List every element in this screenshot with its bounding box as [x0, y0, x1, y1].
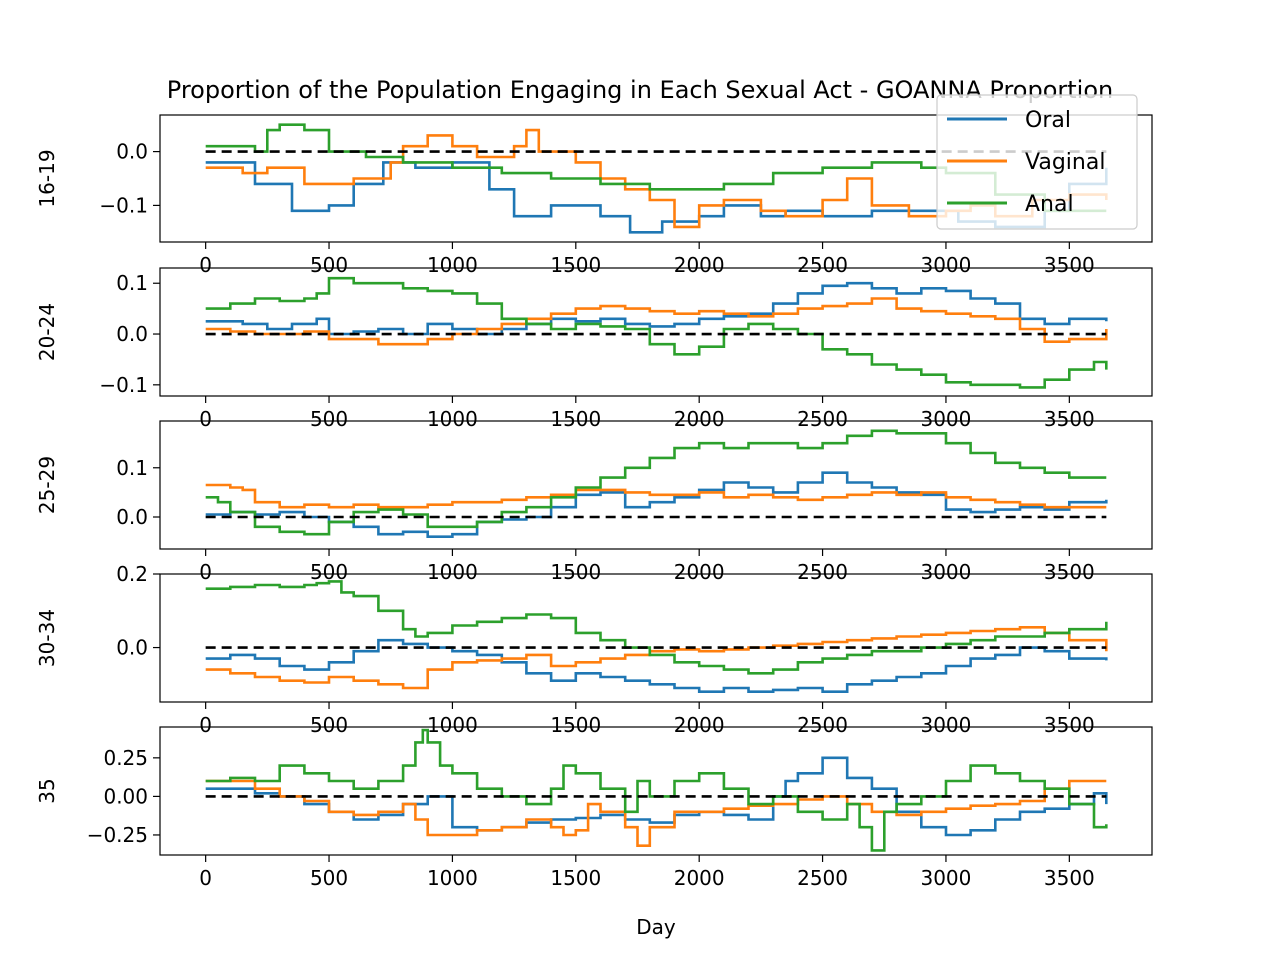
x-tick-label: 2500 [797, 407, 848, 431]
x-tick-label: 0 [199, 713, 212, 737]
subplot-20-24: 0 500 1000 1500 2000 2500 3000 3500 0.1 0.0 −0.1 20… [35, 267, 1153, 431]
x-tick-label: 500 [310, 407, 348, 431]
series-group [205, 276, 1108, 389]
x-axis-title: Day [636, 915, 676, 939]
y-tick-label: 0.2 [116, 562, 148, 586]
x-tick-label: 500 [310, 713, 348, 737]
legend-label-anal: Anal [1025, 192, 1074, 217]
y-tick-label: 0.0 [116, 505, 148, 529]
x-tick-label: 2000 [674, 866, 725, 890]
y-tick-label: −0.1 [99, 193, 148, 217]
x-tick-label: 3000 [920, 253, 971, 277]
y-tick-label: 0.25 [103, 746, 148, 770]
series-line-anal [205, 728, 1108, 852]
legend: Oral Vaginal Anal [936, 94, 1138, 230]
y-tick-label: 0.1 [116, 456, 148, 480]
axes-frame [159, 267, 1153, 397]
series-line-anal [205, 123, 1107, 213]
x-tick-label: 1500 [550, 253, 601, 277]
y-axis-title: 35 [35, 778, 59, 803]
x-tick-label: 1000 [427, 560, 478, 584]
x-tick-label: 3000 [920, 560, 971, 584]
x-tick-label: 1500 [550, 713, 601, 737]
x-tick-label: 2000 [674, 407, 725, 431]
series-group [205, 728, 1108, 852]
x-tick-label: 0 [199, 866, 212, 890]
x-tick-label: 0 [199, 560, 212, 584]
axes-frame [159, 114, 1153, 243]
y-axis-title: 30-34 [35, 609, 59, 667]
series-line-vaginal [205, 779, 1107, 847]
series-group [205, 429, 1108, 538]
y-tick-label: 0.0 [116, 636, 148, 660]
series-line-anal [205, 580, 1108, 675]
x-tick-label: 1000 [427, 407, 478, 431]
x-tick-label: 500 [310, 253, 348, 277]
x-tick-label: 2000 [674, 713, 725, 737]
x-tick-label: 3500 [1044, 866, 1095, 890]
legend-box [936, 94, 1138, 230]
x-tick-label: 1000 [427, 713, 478, 737]
axes-frame [159, 420, 1153, 550]
series-line-oral [205, 471, 1108, 538]
subplot-panels: 0 500 1000 1500 2000 2500 3000 35000.0−0.116-19… [35, 114, 1153, 890]
y-axis-title: 16-19 [35, 149, 59, 207]
x-tick-label: 1000 [427, 866, 478, 890]
y-tick-label: −0.25 [87, 823, 148, 847]
subplot-25-29: 0 500 1000 1500 2000 2500 3000 3500 0.1 0.0 25-29 [35, 420, 1153, 584]
x-tick-label: 0 [199, 407, 212, 431]
y-axis-title: 25-29 [35, 456, 59, 514]
x-tick-label: 3000 [920, 866, 971, 890]
series-line-oral [205, 638, 1108, 693]
y-tick-label: 0.00 [103, 784, 148, 808]
subplot-35: 0 500 1000 1500 2000 2500 3000 3500 0.25 0.00 −0.2… [35, 726, 1153, 890]
series-line-anal [205, 276, 1108, 389]
y-tick-label: 0.0 [116, 322, 148, 346]
x-tick-label: 500 [310, 560, 348, 584]
x-tick-label: 500 [310, 866, 348, 890]
x-tick-label: 3500 [1044, 560, 1095, 584]
x-tick-label: 3000 [920, 407, 971, 431]
series-line-vaginal [205, 297, 1108, 346]
axes-frame [159, 573, 1153, 703]
x-tick-label: 3500 [1044, 253, 1095, 277]
legend-label-vaginal: Vaginal [1025, 150, 1105, 175]
x-tick-label: 2000 [674, 253, 725, 277]
y-axis-title: 20-24 [35, 303, 59, 361]
x-tick-label: 2500 [797, 253, 848, 277]
y-tick-label: 0.0 [116, 140, 148, 164]
x-tick-label: 1000 [427, 253, 478, 277]
series-line-oral [205, 756, 1108, 837]
subplot-16-19: 0 500 1000 1500 2000 2500 3000 3500 0.0 −0.1 16-19 [35, 114, 1153, 277]
x-tick-label: 3500 [1044, 713, 1095, 737]
y-tick-label: −0.1 [99, 373, 148, 397]
series-line-anal [205, 429, 1107, 536]
x-tick-label: 0 [199, 253, 212, 277]
x-tick-label: 2500 [797, 713, 848, 737]
x-tick-label: 1500 [550, 407, 601, 431]
x-tick-label: 3500 [1044, 407, 1095, 431]
series-line-oral [205, 281, 1108, 336]
axes-frame [159, 726, 1153, 856]
series-group [205, 580, 1108, 693]
subplot-30-34: 0 500 1000 1500 2000 2500 3000 3500 0.2 0.0 30-34 [35, 562, 1153, 737]
x-tick-label: 1500 [550, 866, 601, 890]
series-line-vaginal [205, 483, 1107, 509]
x-tick-label: 3000 [920, 713, 971, 737]
x-tick-label: 2500 [797, 866, 848, 890]
x-tick-label: 1500 [550, 560, 601, 584]
x-tick-label: 2000 [674, 560, 725, 584]
y-tick-label: 0.1 [116, 271, 148, 295]
legend-label-oral: Oral [1025, 108, 1071, 133]
x-tick-label: 2500 [797, 560, 848, 584]
